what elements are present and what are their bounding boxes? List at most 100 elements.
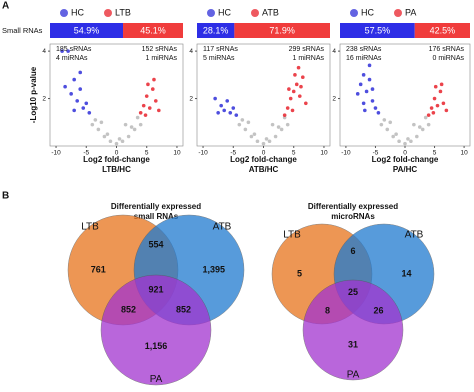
annotation: 1 miRNAs <box>145 55 177 62</box>
data-point <box>441 101 446 106</box>
x-axis-subtitle: PA/HC <box>393 165 418 174</box>
data-point <box>388 120 393 125</box>
data-point <box>96 127 101 132</box>
data-point <box>222 108 227 113</box>
composition-label: 71.9% <box>269 25 295 35</box>
x-tick-label: -10 <box>51 150 61 157</box>
data-point <box>367 77 372 82</box>
composition-label: 57.5% <box>365 25 391 35</box>
data-point <box>415 134 419 139</box>
data-point <box>433 84 438 89</box>
data-point <box>363 108 367 113</box>
data-point <box>225 99 230 103</box>
legend-label: ATB <box>262 7 279 17</box>
data-point <box>123 122 128 127</box>
legend-label: PA <box>405 7 416 17</box>
data-point <box>153 99 158 103</box>
data-point <box>385 127 390 132</box>
data-point <box>426 122 431 127</box>
data-point <box>297 94 302 98</box>
data-point <box>150 87 155 91</box>
data-point <box>382 118 387 122</box>
data-point <box>63 84 67 89</box>
venn-value: 14 <box>401 268 411 278</box>
legend-marker <box>350 9 358 17</box>
x-axis-subtitle: LTB/HC <box>102 165 131 174</box>
data-point <box>273 134 278 139</box>
legend-label: LTB <box>115 7 131 17</box>
data-point <box>358 82 363 87</box>
data-point <box>282 113 287 117</box>
annotation: 185 sRNAs <box>56 46 92 53</box>
annotation: 117 sRNAs <box>203 46 238 53</box>
venn-value: 852 <box>176 304 191 314</box>
data-point <box>429 106 434 110</box>
data-point <box>108 139 113 144</box>
data-point <box>379 122 384 127</box>
annotation: 152 sRNAs <box>142 46 178 53</box>
data-point <box>60 49 64 53</box>
data-point <box>412 122 416 127</box>
data-point <box>403 141 407 146</box>
venn-title: microRNAs <box>331 212 375 221</box>
data-point <box>438 89 443 94</box>
data-point <box>373 106 378 110</box>
x-tick-label: -5 <box>83 150 89 157</box>
composition-bar <box>234 23 330 38</box>
x-tick-label: -10 <box>198 150 208 157</box>
data-point <box>296 65 301 70</box>
data-point <box>157 108 161 113</box>
y-tick-label: 4 <box>189 48 193 55</box>
data-point <box>120 139 125 144</box>
data-point <box>270 122 275 127</box>
data-point <box>364 89 369 94</box>
venn-set-label: PA <box>150 374 163 385</box>
data-point <box>75 99 80 103</box>
annotation: 299 sRNAs <box>289 46 325 53</box>
data-point <box>216 110 220 115</box>
composition-bar <box>123 23 183 38</box>
data-point <box>72 108 76 113</box>
data-point <box>152 77 156 82</box>
data-point <box>370 87 375 91</box>
x-tick-label: 5 <box>292 150 296 157</box>
data-point <box>138 110 143 115</box>
panel-label: B <box>2 191 9 202</box>
legend-label: HC <box>71 7 84 17</box>
venn-value: 1,156 <box>145 341 168 351</box>
x-tick-label: 0 <box>262 150 266 157</box>
data-point <box>409 139 413 144</box>
x-axis-label: Log2 fold-change <box>230 155 297 164</box>
data-point <box>219 103 223 108</box>
composition-bar <box>340 23 415 38</box>
data-point <box>361 73 366 77</box>
data-point <box>126 134 131 139</box>
venn-value: 761 <box>91 264 106 274</box>
data-point <box>426 113 431 117</box>
data-point <box>391 134 395 139</box>
venn-value: 6 <box>350 246 355 256</box>
venn-set <box>100 274 212 386</box>
annotation: 176 sRNAs <box>429 46 465 53</box>
data-point <box>299 84 303 89</box>
venn-set-label: LTB <box>283 230 301 241</box>
data-point <box>432 96 437 101</box>
composition-bar <box>50 23 124 38</box>
legend-marker <box>251 9 259 17</box>
data-point <box>138 122 143 127</box>
data-point <box>90 122 95 127</box>
venn-value: 31 <box>348 339 358 349</box>
data-point <box>279 127 284 132</box>
data-point <box>84 101 89 106</box>
venn-value: 8 <box>325 305 330 315</box>
data-point <box>288 96 293 101</box>
data-point <box>367 63 372 68</box>
venn-set-label: ATB <box>213 222 232 233</box>
legend-marker <box>394 9 402 17</box>
data-point <box>420 127 425 132</box>
data-point <box>72 77 76 82</box>
venn-set <box>302 279 404 381</box>
composition-label: 54.9% <box>74 25 100 35</box>
data-point <box>444 108 449 113</box>
